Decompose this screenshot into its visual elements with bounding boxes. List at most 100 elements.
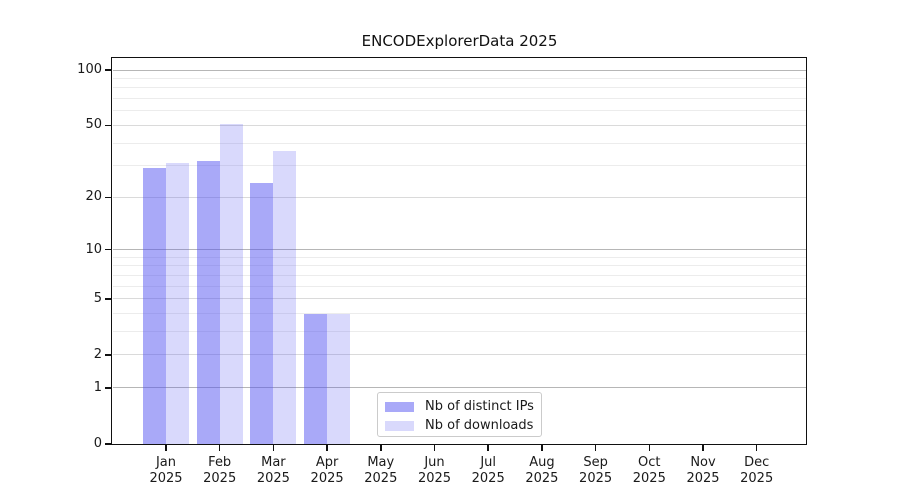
x-tick-year: 2025	[256, 471, 290, 486]
gridline-mid-50	[113, 124, 806, 126]
x-tick-month: May	[367, 455, 395, 470]
y-tick-label-100: 100	[77, 62, 102, 77]
legend-label: Nb of distinct IPs	[425, 399, 534, 414]
bar-nb-of-distinct-ips-feb	[196, 160, 220, 444]
x-tick-year: 2025	[310, 471, 344, 486]
x-tick-sep	[594, 445, 597, 451]
gridline-mid-2	[113, 354, 806, 356]
y-tick-label-2: 2	[93, 346, 102, 362]
x-tick-label-sep: Sep 2025	[566, 455, 626, 487]
y-tick-label-10: 10	[85, 241, 102, 257]
x-tick-year: 2025	[579, 471, 613, 486]
x-tick-month: Jul	[480, 455, 497, 470]
x-tick-year: 2025	[417, 471, 452, 486]
x-tick-jan	[165, 445, 167, 451]
y-tick-10	[105, 248, 112, 251]
x-tick-label-nov: Nov 2025	[673, 455, 733, 487]
bar-nb-of-downloads-jan	[166, 163, 189, 444]
gridline-minor-8	[113, 265, 806, 267]
legend-swatch-nb-of-distinct-ips	[385, 402, 414, 412]
x-tick-aug	[541, 445, 543, 451]
y-tick-0	[105, 443, 112, 445]
x-tick-jul	[487, 445, 489, 451]
x-tick-label-jul: Jul 2025	[458, 455, 518, 487]
gridline-major-100	[113, 69, 806, 71]
gridline-major-10	[113, 249, 806, 251]
gridline-major-1	[113, 387, 806, 389]
x-tick-label-jan: Jan 2025	[136, 455, 196, 487]
x-tick-year: 2025	[525, 471, 559, 486]
x-tick-dec	[755, 445, 758, 451]
chart-title: ENCODExplorerData 2025	[361, 32, 558, 50]
gridline-minor-90	[113, 77, 806, 79]
x-tick-feb	[218, 445, 221, 451]
gridline-minor-80	[113, 87, 806, 89]
x-tick-year: 2025	[686, 471, 720, 486]
y-tick-label-0: 0	[93, 436, 102, 451]
legend-item-nb-of-distinct-ips: Nb of distinct IPs	[378, 398, 541, 416]
x-tick-label-aug: Aug 2025	[512, 455, 572, 487]
legend-swatch-nb-of-downloads	[385, 421, 414, 431]
gridline-minor-60	[113, 110, 806, 112]
legend: Nb of distinct IPs Nb of downloads	[377, 392, 542, 437]
gridline-mid-5	[113, 298, 806, 300]
legend-item-nb-of-downloads: Nb of downloads	[378, 417, 541, 435]
gridline-minor-70	[113, 98, 806, 100]
x-tick-label-apr: Apr 2025	[297, 455, 357, 487]
bar-nb-of-distinct-ips-mar	[250, 183, 274, 444]
x-tick-jun	[433, 445, 436, 451]
y-tick-50	[105, 124, 112, 127]
x-tick-year: 2025	[471, 471, 505, 486]
x-tick-mar	[272, 445, 275, 451]
y-tick-5	[105, 298, 112, 300]
gridline-minor-3	[113, 331, 806, 333]
x-tick-nov	[702, 445, 704, 451]
y-tick-label-20: 20	[85, 189, 102, 205]
x-tick-month: Jun	[424, 455, 445, 470]
x-tick-apr	[326, 445, 328, 451]
y-tick-1	[105, 387, 112, 389]
x-tick-label-jun: Jun 2025	[405, 455, 465, 487]
x-tick-year: 2025	[364, 471, 398, 486]
x-tick-label-may: May 2025	[351, 455, 411, 487]
x-tick-month: Jan	[155, 455, 177, 470]
y-tick-2	[105, 354, 112, 356]
x-tick-year: 2025	[740, 471, 774, 486]
x-tick-month: Sep	[583, 455, 608, 470]
gridline-minor-4	[113, 313, 806, 315]
gridline-mid-20	[113, 196, 806, 198]
y-tick-label-50: 50	[85, 117, 102, 133]
x-tick-month: Aug	[529, 455, 555, 470]
x-tick-year: 2025	[149, 471, 183, 486]
x-tick-label-oct: Oct 2025	[619, 455, 679, 487]
x-tick-label-dec: Dec 2025	[727, 455, 787, 487]
bar-nb-of-distinct-ips-apr	[304, 313, 328, 444]
bar-nb-of-downloads-mar	[273, 151, 297, 444]
gridline-minor-40	[113, 142, 806, 144]
x-tick-month: Feb	[208, 455, 232, 470]
bar-nb-of-downloads-apr	[327, 313, 351, 444]
y-tick-label-5: 5	[93, 290, 102, 306]
gridline-minor-9	[113, 256, 806, 258]
x-tick-month: Apr	[315, 455, 339, 470]
bar-nb-of-distinct-ips-jan	[143, 168, 166, 444]
x-tick-year: 2025	[203, 471, 237, 486]
x-tick-month: Dec	[744, 455, 770, 470]
x-tick-year: 2025	[632, 471, 666, 486]
x-tick-label-feb: Feb 2025	[190, 455, 250, 487]
x-tick-oct	[648, 445, 651, 451]
x-tick-month: Oct	[638, 455, 661, 470]
gridline-minor-30	[113, 165, 806, 167]
x-tick-month: Mar	[261, 455, 286, 470]
gridline-minor-6	[113, 285, 806, 287]
x-tick-month: Nov	[690, 455, 716, 470]
y-tick-label-1: 1	[93, 379, 102, 395]
legend-label: Nb of downloads	[425, 418, 534, 433]
gridline-minor-7	[113, 274, 806, 276]
y-tick-100	[105, 69, 112, 71]
x-tick-label-mar: Mar 2025	[243, 455, 303, 487]
